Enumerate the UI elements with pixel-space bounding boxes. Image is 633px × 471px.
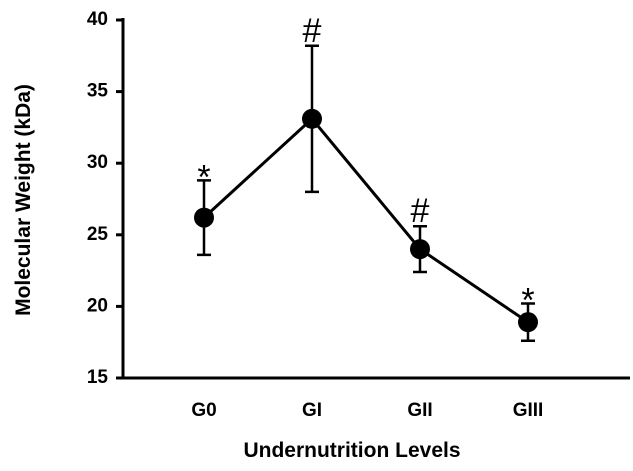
- y-tick-label: 40: [87, 9, 108, 30]
- annotation: #: [411, 192, 430, 230]
- y-axis-title: Molecular Weight (kDa): [12, 84, 35, 316]
- point: [410, 239, 430, 260]
- x-tick-label: GII: [407, 400, 432, 421]
- point: [518, 312, 538, 333]
- y-tick-label: 30: [87, 152, 108, 173]
- x-tick-label: GI: [302, 400, 322, 421]
- y-tick-label: 15: [87, 367, 109, 388]
- y-tick-label: 20: [87, 295, 108, 316]
- annotation: #: [303, 12, 322, 50]
- y-tick-label: 25: [87, 224, 109, 245]
- x-tick-label: GIII: [513, 400, 544, 421]
- x-tick-label: G0: [191, 400, 216, 421]
- y-tick-label: 35: [87, 81, 109, 102]
- annotation: *: [197, 158, 210, 196]
- point: [302, 108, 322, 129]
- annotation: *: [521, 282, 534, 320]
- x-axis-title: Undernutrition Levels: [243, 439, 460, 462]
- line: [202, 116, 529, 324]
- point: [194, 207, 214, 228]
